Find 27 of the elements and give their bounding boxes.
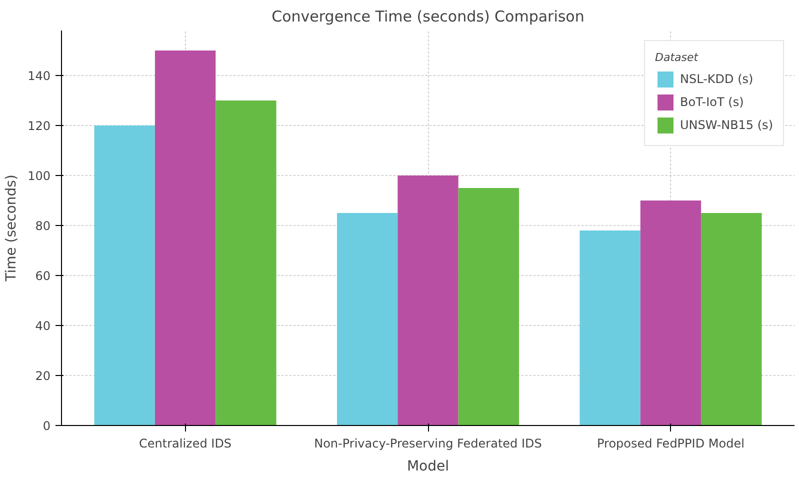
legend-label: BoT-IoT (s): [680, 95, 744, 109]
y-axis-title: Time (seconds): [4, 174, 20, 282]
x-tick-label: Proposed FedPPID Model: [597, 436, 744, 450]
x-axis-title: Model: [406, 458, 450, 474]
bar: [580, 230, 640, 426]
legend-label: NSL-KDD (s): [680, 72, 754, 86]
y-tick-label: 120: [28, 119, 50, 133]
bar: [154, 50, 216, 426]
bar: [458, 188, 520, 426]
chart-title: Convergence Time (seconds) Comparison: [272, 8, 584, 26]
bar: [336, 213, 398, 426]
y-tick-label: 140: [28, 69, 50, 83]
y-tick-label: 40: [35, 319, 51, 333]
y-tick-label: 60: [35, 269, 51, 283]
y-tick-label: 100: [28, 169, 50, 183]
y-tick-label: 0: [42, 419, 51, 433]
x-tick-label: Centralized IDS: [139, 436, 232, 450]
bar: [640, 200, 702, 426]
bar: [701, 213, 762, 426]
bar: [94, 126, 155, 426]
bar: [216, 100, 276, 426]
legend-title: Dataset: [655, 51, 700, 64]
bar: [398, 176, 458, 426]
y-tick-label: 20: [35, 369, 51, 383]
y-tick-label: 80: [35, 219, 51, 233]
x-tick-label: Non-Privacy-Preserving Federated IDS: [314, 436, 542, 450]
legend-label: UNSW-NB15 (s): [680, 118, 773, 132]
